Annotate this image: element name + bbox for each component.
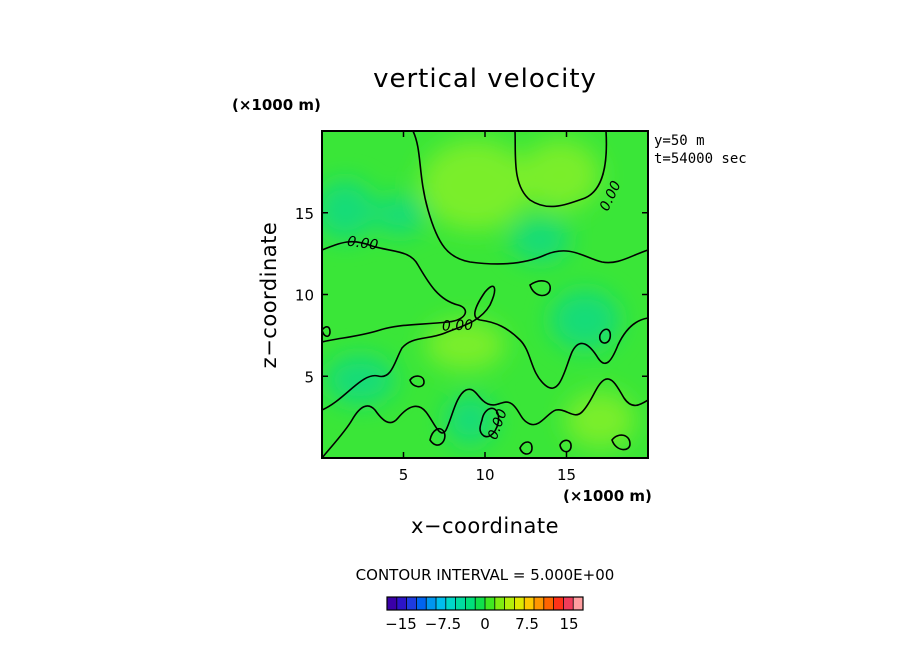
x-axis-unit: (×1000 m) — [563, 487, 652, 505]
field-patch-negative — [322, 180, 375, 240]
colorbar-swatch — [387, 597, 398, 610]
contour-line — [559, 439, 572, 453]
colorbar-tick-label: −7.5 — [425, 615, 461, 633]
contour-line — [611, 434, 631, 451]
contour-line — [322, 378, 648, 458]
chart-title: vertical velocity — [373, 64, 597, 94]
field-patch-positive — [420, 140, 530, 230]
x-tick-label: 15 — [557, 466, 576, 484]
y-tick-label: 5 — [304, 368, 314, 386]
colorbar-swatch — [445, 597, 456, 610]
y-axis-label: z−coordinate — [257, 222, 281, 369]
field-patch-negative — [325, 355, 395, 405]
contour-line — [322, 285, 648, 411]
contour-label: 0.00 — [442, 318, 474, 335]
colorbar-swatch — [475, 597, 486, 610]
contour-line — [429, 428, 446, 446]
y-ticks: 5 10 15 — [295, 205, 648, 386]
field-area: 0.00 0.00 0.00 0.00 — [322, 131, 648, 458]
field-patch-negative — [510, 218, 570, 262]
contour-line — [514, 131, 608, 208]
x-axis-label: x−coordinate — [411, 514, 559, 538]
colorbar-swatch — [504, 597, 515, 610]
field-patch-positive — [520, 140, 600, 210]
colorbar-tick-label: 0 — [480, 615, 490, 633]
colorbar-swatch — [534, 597, 545, 610]
colorbar-swatch — [563, 597, 574, 610]
colorbar-swatch — [396, 597, 407, 610]
contour-line — [322, 326, 331, 338]
colorbar — [386, 596, 584, 611]
colorbar-swatch — [543, 597, 554, 610]
colorbar-swatch — [494, 597, 505, 610]
colorbar-swatch — [416, 597, 427, 610]
contour-line — [479, 407, 500, 438]
colorbar-swatch — [553, 597, 564, 610]
colorbar-swatch — [406, 597, 417, 610]
y-tick-label: 10 — [295, 287, 314, 305]
colorbar-swatch — [573, 597, 584, 610]
contour-line — [598, 328, 612, 344]
colorbar-tick-label: −15 — [385, 615, 417, 633]
colorbar-swatch — [426, 597, 437, 610]
field-patch-negative — [445, 395, 495, 445]
contour-label: 0.00 — [346, 234, 379, 254]
y-tick-label: 15 — [295, 205, 314, 223]
contour-line — [519, 441, 533, 455]
colorbar-swatch — [455, 597, 466, 610]
field-shading — [322, 140, 635, 448]
colorbar-ticks: −15 −7.5 0 7.5 15 — [385, 615, 578, 633]
info-line-position: y=50 m — [654, 133, 705, 149]
colorbar-swatch — [485, 597, 496, 610]
contour-line — [322, 240, 467, 343]
x-tick-label: 10 — [475, 466, 494, 484]
field-patch-positive — [565, 392, 635, 448]
colorbar-swatch — [436, 597, 447, 610]
field-patch-negative — [375, 195, 425, 235]
colorbar-frame — [386, 596, 584, 611]
x-tick-label: 5 — [399, 466, 409, 484]
colorbar-tick-label: 15 — [559, 615, 578, 633]
contour-line — [529, 280, 551, 297]
y-axis-unit: (×1000 m) — [232, 96, 321, 114]
field-patch-negative — [550, 290, 620, 350]
colorbar-swatch — [514, 597, 525, 610]
contour-interval-label: CONTOUR INTERVAL = 5.000E+00 — [356, 566, 615, 584]
info-line-time: t=54000 sec — [654, 151, 747, 167]
zero-contours — [322, 131, 648, 458]
x-ticks: 5 10 15 — [399, 131, 576, 484]
colorbar-swatch — [524, 597, 535, 610]
contour-line — [412, 131, 648, 265]
contour-line — [409, 375, 425, 388]
colorbar-swatch — [465, 597, 476, 610]
colorbar-tick-label: 7.5 — [515, 615, 539, 633]
